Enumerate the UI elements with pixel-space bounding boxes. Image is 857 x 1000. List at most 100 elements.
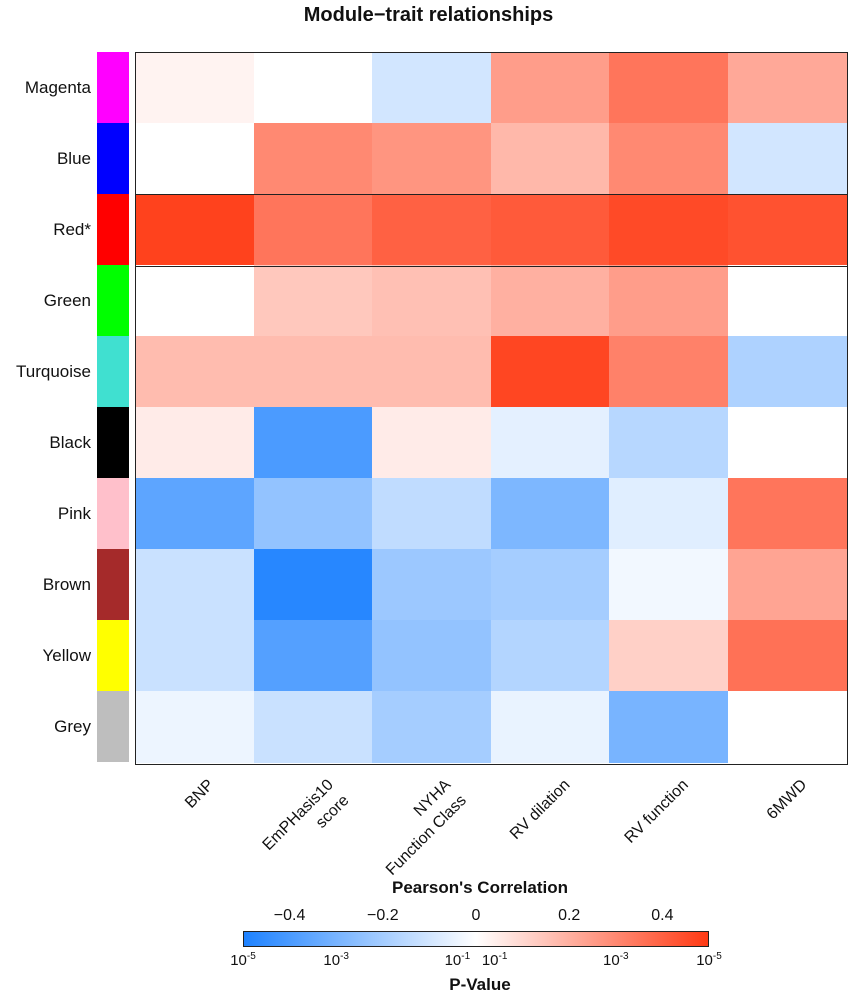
heatmap-cell <box>727 478 847 550</box>
heatmap-cell <box>372 336 492 408</box>
heatmap-cell <box>490 620 610 692</box>
heatmap-cell <box>372 549 492 621</box>
column-label: RV dilation <box>505 775 575 845</box>
row-label: Turquoise <box>16 361 91 381</box>
column-label: NYHA Function Class <box>366 775 472 881</box>
heatmap-cell <box>372 620 492 692</box>
row-label: Green <box>43 290 91 310</box>
heatmap-cell <box>253 123 373 195</box>
heatmap-cell <box>372 407 492 479</box>
module-color-chip <box>97 620 129 691</box>
heatmap-cell <box>609 52 729 124</box>
row-label: Blue <box>56 148 91 168</box>
legend-title: Pearson's Correlation <box>392 878 568 897</box>
row-label: Yellow <box>42 645 91 665</box>
heatmap-cell <box>135 52 255 124</box>
legend-tick-label: −0.2 <box>367 907 399 924</box>
heatmap-cell <box>135 265 255 337</box>
row-label: Black <box>49 432 91 452</box>
heatmap-cell <box>727 407 847 479</box>
heatmap-cell <box>372 691 492 763</box>
heatmap-cell <box>253 691 373 763</box>
heatmap-cell <box>135 478 255 550</box>
row-label: Magenta <box>24 77 91 97</box>
column-label: EmPHasis10 score <box>258 775 355 872</box>
column-label: BNP <box>181 775 220 814</box>
heatmap-cell <box>609 620 729 692</box>
row-label: Pink <box>57 503 91 523</box>
heatmap-cell <box>372 123 492 195</box>
heatmap-cell <box>490 691 610 763</box>
legend-tick-label: 0 <box>471 907 481 924</box>
heatmap-cell <box>490 478 610 550</box>
pvalue-tick-label: 10-3 <box>603 951 629 969</box>
heatmap-cell <box>609 336 729 408</box>
column-label-line: 6MWD <box>763 776 811 824</box>
chart-title: Module−trait relationships <box>303 4 554 26</box>
row-label: Grey <box>54 716 91 736</box>
heatmap-cell <box>609 407 729 479</box>
module-color-chip <box>97 478 129 549</box>
heatmap-cell <box>135 194 255 266</box>
heatmap-cell <box>490 265 610 337</box>
heatmap-cell <box>727 336 847 408</box>
heatmap-cell <box>372 478 492 550</box>
heatmap-cell <box>727 194 847 266</box>
column-label-line: BNP <box>182 776 218 812</box>
module-color-chip <box>97 691 129 762</box>
heatmap-cell <box>609 478 729 550</box>
heatmap-cell <box>490 407 610 479</box>
heatmap-cell <box>727 549 847 621</box>
heatmap-cell <box>727 691 847 763</box>
heatmap-cell <box>372 265 492 337</box>
pvalue-tick-label: 10-5 <box>230 951 256 969</box>
heatmap-cell <box>609 194 729 266</box>
heatmap-cell <box>372 194 492 266</box>
heatmap-cell <box>253 549 373 621</box>
heatmap-cell <box>727 265 847 337</box>
module-color-chip <box>97 265 129 336</box>
pvalue-tick-label: 10-1 <box>481 951 508 969</box>
legend-tick-label: 0.4 <box>651 907 674 924</box>
heatmap-cell <box>253 407 373 479</box>
heatmap-cell <box>135 620 255 692</box>
heatmap-cell <box>609 123 729 195</box>
column-label-line: RV dilation <box>506 776 574 843</box>
legend-tick-label: 0.2 <box>558 907 581 924</box>
heatmap-cell <box>253 478 373 550</box>
heatmap-cell <box>253 620 373 692</box>
heatmap-cell <box>490 549 610 621</box>
heatmap-cell <box>135 407 255 479</box>
heatmap-cell <box>253 336 373 408</box>
heatmap-cell <box>727 123 847 195</box>
heatmap-cell <box>490 336 610 408</box>
row-label: Red* <box>53 219 91 239</box>
row-label: Brown <box>42 574 91 594</box>
module-color-chip <box>97 123 129 194</box>
heatmap-cell <box>253 265 373 337</box>
heatmap-cell <box>490 52 610 124</box>
pvalue-tick-label: 10-5 <box>696 951 722 969</box>
heatmap-cell <box>253 52 373 124</box>
heatmap-cell <box>609 549 729 621</box>
pvalue-tick-label: 10-1 <box>444 951 471 969</box>
column-label: RV function <box>620 775 694 849</box>
heatmap-cell <box>135 549 255 621</box>
heatmap-cell <box>727 620 847 692</box>
module-color-chip <box>97 336 129 407</box>
pvalue-title: P-Value <box>449 975 511 994</box>
heatmap-cell <box>490 123 610 195</box>
module-color-chip <box>97 549 129 620</box>
column-label-line: RV function <box>621 776 693 847</box>
module-color-chip <box>97 52 129 123</box>
module-color-chip <box>97 194 129 265</box>
module-color-chip <box>97 407 129 478</box>
legend-color-bar <box>243 931 709 947</box>
heatmap-cell <box>135 336 255 408</box>
heatmap-cell <box>609 265 729 337</box>
heatmap-cell <box>135 691 255 763</box>
legend-tick-label: −0.4 <box>273 907 306 924</box>
heatmap-cell <box>609 691 729 763</box>
column-label: 6MWD <box>762 775 812 825</box>
heatmap-cell <box>727 52 847 124</box>
